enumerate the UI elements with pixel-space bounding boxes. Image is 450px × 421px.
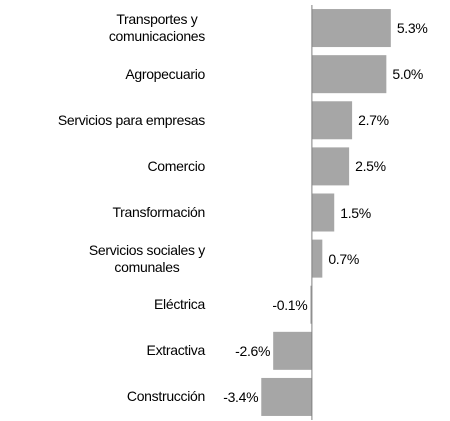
bar xyxy=(311,147,350,186)
category-label: Agropecuario xyxy=(125,54,205,94)
bar xyxy=(311,193,335,232)
value-label: 2.7% xyxy=(358,100,389,140)
value-label-text: 5.3% xyxy=(396,20,428,37)
category-label: Extractiva xyxy=(146,331,206,371)
category-label: Transformación xyxy=(112,193,205,233)
value-label-text: -2.6% xyxy=(235,342,271,359)
value-label: -0.1% xyxy=(272,285,307,325)
value-label: 1.5% xyxy=(340,193,371,233)
category-label: Comercio xyxy=(147,146,205,186)
bar xyxy=(311,9,391,48)
bar xyxy=(310,285,312,324)
value-label: 0.7% xyxy=(328,239,359,279)
value-label-text: 2.5% xyxy=(355,158,386,175)
category-label-text: Servicios sociales y comunales xyxy=(88,241,205,275)
value-label-text: 2.7% xyxy=(358,112,389,129)
bar xyxy=(261,377,312,416)
category-label-text: Comercio xyxy=(147,157,205,174)
bar xyxy=(311,55,387,94)
value-label-text: -0.1% xyxy=(272,296,308,313)
category-label: Transportes y comunicaciones xyxy=(109,8,205,48)
category-label: Servicios para empresas xyxy=(58,100,205,140)
value-label: 2.5% xyxy=(355,146,386,186)
bar xyxy=(311,101,353,140)
value-label: 5.3% xyxy=(397,8,428,48)
value-label-text: 5.0% xyxy=(392,66,424,83)
category-label-text: Agropecuario xyxy=(125,65,205,82)
bar xyxy=(273,331,312,370)
value-label-text: 1.5% xyxy=(340,204,371,221)
category-label-text: Eléctrica xyxy=(154,296,205,313)
value-label-text: 0.7% xyxy=(328,250,360,267)
bar xyxy=(311,239,323,278)
category-label-text: Extractiva xyxy=(146,342,206,359)
value-label: -2.6% xyxy=(235,331,270,371)
value-label-text: -3.4% xyxy=(223,388,259,405)
category-label-text: Transformación xyxy=(112,204,205,220)
category-label: Construcción xyxy=(127,377,205,417)
category-label-text: Servicios para empresas xyxy=(57,111,205,128)
category-label: Eléctrica xyxy=(154,285,205,325)
category-label: Servicios sociales y comunales xyxy=(89,239,205,279)
value-label: 5.0% xyxy=(392,54,423,94)
value-label: -3.4% xyxy=(223,377,258,417)
category-label-text: Transportes y comunicaciones xyxy=(108,11,205,45)
category-label-text: Construcción xyxy=(126,388,205,405)
